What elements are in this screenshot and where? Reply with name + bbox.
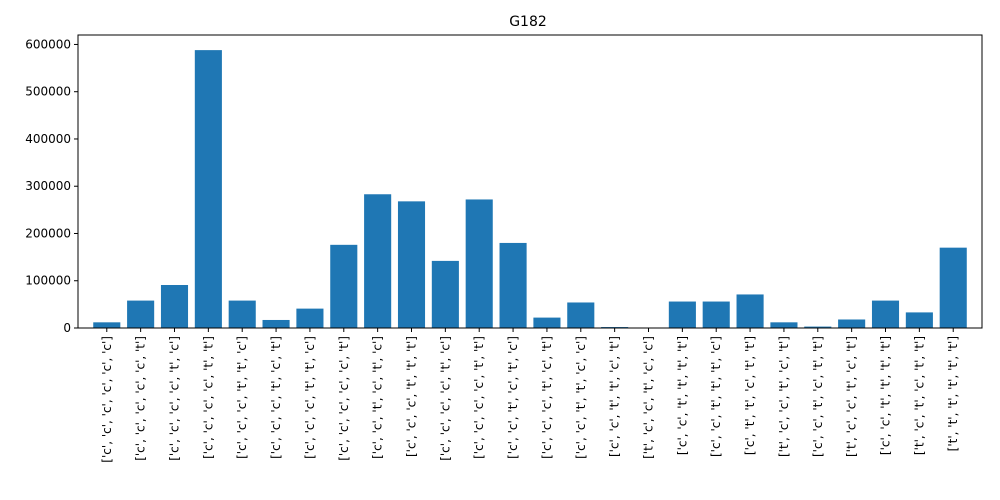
bar: [533, 317, 561, 328]
bar: [296, 308, 324, 328]
bar: [194, 50, 222, 329]
x-tick-label: ['t', 't', 't', 't', 't', 't']: [946, 336, 960, 451]
bar: [127, 300, 155, 328]
x-tick-label: ['t', 'c', 'c', 't', 'c', 'c']: [642, 336, 656, 459]
x-tick-label: ['t', 'c', 'c', 't', 'c', 't']: [845, 336, 859, 457]
x-tick-label: ['c', 'c', 'c', 'c', 'c', 't']: [337, 336, 351, 461]
x-tick-label: ['c', 'c', 'c', 't', 'c', 't']: [540, 336, 554, 459]
x-tick-label: ['c', 'c', 'c', 't', 't', 't']: [405, 336, 419, 457]
x-tick-label: ['c', 'c', 't', 'c', 't', 'c']: [371, 336, 385, 459]
bar: [939, 247, 967, 328]
plot-frame: [77, 34, 983, 329]
x-tick-label: ['c', 'c', 'c', 't', 'c', 't']: [269, 336, 283, 459]
y-tick-label: 100000: [25, 274, 71, 288]
y-tick-label: 500000: [25, 85, 71, 99]
bar: [668, 301, 696, 328]
bar: [397, 201, 426, 328]
x-tick-label: ['c', 'c', 't', 't', 't', 'c']: [709, 336, 723, 457]
bar: [871, 300, 900, 328]
bar: [364, 194, 392, 328]
y-tick-label: 600000: [25, 37, 71, 51]
x-tick-label: ['c', 'c', 'c', 'c', 'c', 't']: [134, 336, 148, 461]
x-tick-label: ['c', 'c', 't', 'c', 't', 't']: [811, 336, 825, 457]
x-tick-label: ['c', 'c', 'c', 'c', 'c', 'c']: [100, 336, 114, 463]
x-tick-label: ['c', 'c', 'c', 't', 't', 'c']: [303, 336, 317, 459]
bar: [431, 260, 459, 328]
x-tick-label: ['c', 'c', 'c', 'c', 't', 't']: [472, 336, 486, 459]
bar: [770, 322, 798, 328]
x-tick-label: ['c', 't', 't', 'c', 't', 't']: [743, 336, 757, 455]
bar: [736, 294, 764, 328]
bar: [567, 302, 595, 328]
bar: [330, 244, 358, 328]
bar: [160, 285, 189, 328]
y-tick-label: 200000: [25, 226, 71, 240]
bar: [262, 319, 290, 328]
bar: [702, 301, 730, 328]
bar: [465, 199, 493, 328]
y-tick-label: 0: [63, 321, 71, 335]
y-axis: 0 100000 200000 300000 400000 500000 600000: [25, 37, 78, 335]
y-tick-label: 400000: [25, 132, 71, 146]
bars-group: [93, 50, 967, 329]
x-tick-label: ['c', 'c', 't', 't', 'c', 'c']: [574, 336, 588, 459]
x-tick-label: ['t', 'c', 'c', 't', 'c', 't']: [777, 336, 791, 457]
x-axis: ['c', 'c', 'c', 'c', 'c', 'c'] ['c', 'c',…: [100, 328, 960, 463]
bar: [93, 322, 121, 328]
x-tick-label: ['c', 'c', 't', 'c', 't', 'c']: [506, 336, 520, 459]
x-tick-label: ['c', 'c', 'c', 't', 't', 'c']: [235, 336, 249, 459]
x-tick-label: ['c', 'c', 'c', 'c', 't', 'c']: [167, 336, 181, 461]
bar: [804, 326, 832, 328]
x-tick-label: ['t', 'c', 't', 'c', 't', 't']: [912, 336, 926, 455]
bar: [499, 242, 527, 328]
y-tick-label: 300000: [25, 179, 71, 193]
chart-title: G182: [509, 14, 547, 30]
x-tick-label: ['c', 'c', 't', 't', 't', 't']: [879, 336, 893, 455]
bar: [905, 312, 933, 328]
bar: [228, 300, 256, 328]
x-tick-label: ['c', 'c', 't', 't', 'c', 't']: [608, 336, 622, 457]
x-tick-label: ['c', 'c', 'c', 'c', 't', 't']: [201, 336, 215, 459]
bar: [838, 319, 866, 328]
x-tick-label: ['c', 'c', 't', 't', 't', 't']: [675, 336, 689, 455]
x-tick-label: ['c', 'c', 'c', 'c', 't', 'c']: [438, 336, 452, 461]
